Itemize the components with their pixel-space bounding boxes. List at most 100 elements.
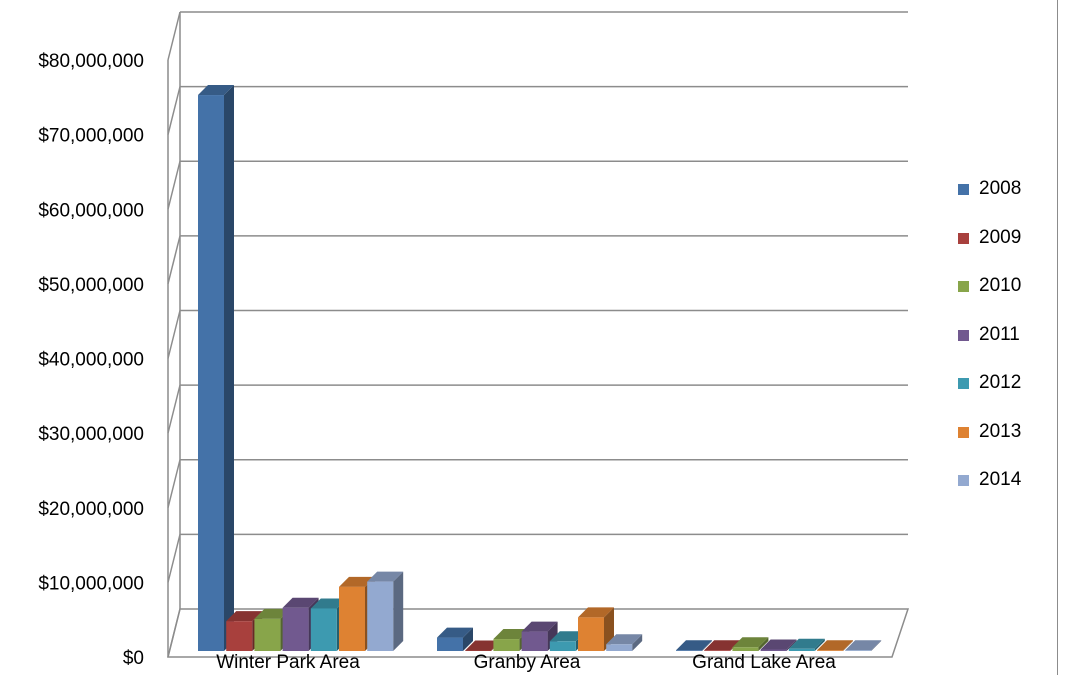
bar-top <box>676 640 712 651</box>
side-wall-tick <box>167 534 181 583</box>
legend-item: 2010 <box>958 275 1021 324</box>
y-tick-label: $50,000,000 <box>38 275 144 296</box>
y-axis-tick-labels: $0 $10,000,000 $20,000,000 $30,000,000 $40,0… <box>38 51 144 669</box>
legend-item: 2013 <box>958 421 1021 470</box>
legend-item: 2009 <box>958 227 1021 276</box>
bar-front <box>465 650 492 651</box>
bar-side <box>702 640 712 651</box>
bar <box>198 85 234 651</box>
bar-top <box>732 637 769 648</box>
legend-swatch <box>958 475 969 486</box>
bar-top <box>465 640 502 651</box>
bar-top <box>578 607 614 618</box>
bar-top <box>788 638 825 649</box>
bar-front <box>198 95 224 651</box>
bar-top <box>198 85 234 96</box>
chart-right-border <box>1057 0 1058 675</box>
x-axis-category-labels: Winter Park Area Granby Area Grand Lake Ar… <box>216 652 836 673</box>
legend-item: 2011 <box>958 324 1021 373</box>
legend-swatch <box>958 378 969 389</box>
legend-label: 2008 <box>979 178 1022 199</box>
legend-label: 2009 <box>979 226 1022 248</box>
y-tick-label: $60,000,000 <box>38 200 144 221</box>
legend-label: 2010 <box>979 275 1022 296</box>
bar-front <box>845 650 872 651</box>
bar-front <box>493 639 520 651</box>
side-wall-tick <box>167 235 181 285</box>
bars-group <box>198 85 882 651</box>
bar-top <box>549 631 586 642</box>
legend: 2008 2009 2010 2011 2012 2013 2014 <box>958 178 1021 518</box>
bar-side <box>814 638 825 651</box>
bar-front <box>521 631 548 651</box>
bar <box>732 637 769 651</box>
bar-side <box>463 627 473 651</box>
bar <box>817 640 853 651</box>
bar-front <box>704 650 731 651</box>
bar-top <box>704 640 741 651</box>
side-wall-tick <box>167 459 181 508</box>
bar-top <box>437 627 473 638</box>
legend-label: 2013 <box>979 420 1022 442</box>
bar-top <box>339 576 375 587</box>
bar-top <box>367 571 404 582</box>
bar <box>578 607 614 651</box>
bar-front <box>254 618 281 651</box>
legend-swatch <box>958 426 969 438</box>
bar <box>437 627 473 651</box>
legend-label: 2011 <box>979 323 1020 345</box>
legend-item: 2012 <box>958 372 1021 421</box>
bar <box>760 639 797 651</box>
y-tick-label: $20,000,000 <box>38 499 144 520</box>
legend-swatch <box>958 232 969 244</box>
bar-front <box>226 621 253 651</box>
legend-swatch <box>958 184 969 195</box>
bar-side <box>393 571 404 651</box>
bar-top <box>845 640 882 651</box>
bar-side <box>758 637 769 651</box>
bar-top <box>521 621 558 632</box>
bar-top <box>310 598 347 609</box>
side-wall-tick <box>167 384 181 434</box>
legend-item: 2008 <box>958 178 1021 227</box>
x-tick-label: Winter Park Area <box>216 652 360 673</box>
bar-front <box>760 649 787 651</box>
bar <box>367 571 404 651</box>
legend-item: 2014 <box>958 469 1021 518</box>
bar-front <box>310 608 337 651</box>
y-tick-label: $10,000,000 <box>38 573 144 594</box>
bar-front <box>676 650 702 651</box>
bar-front <box>817 650 843 651</box>
legend-label: 2014 <box>979 469 1022 490</box>
y-tick-label: $70,000,000 <box>38 126 144 147</box>
bar <box>676 640 712 651</box>
bar-top <box>254 608 291 619</box>
bar-front <box>578 617 604 651</box>
bar-top <box>226 611 263 622</box>
bar-front <box>606 644 633 651</box>
bar-front <box>437 637 463 651</box>
side-wall-tick <box>167 11 181 61</box>
y-tick-label: $30,000,000 <box>38 424 144 445</box>
legend-swatch <box>958 281 969 292</box>
y-tick-label: $40,000,000 <box>38 350 144 371</box>
bar-front <box>549 641 576 651</box>
bar-side <box>786 639 797 651</box>
bar <box>788 638 825 651</box>
bar-side <box>871 640 882 651</box>
legend-swatch <box>958 329 969 341</box>
chart-walls <box>167 11 910 658</box>
bar <box>606 634 643 651</box>
bar-side <box>224 85 234 651</box>
side-wall-tick <box>167 161 181 210</box>
bar-top <box>606 634 643 645</box>
bar <box>845 640 882 651</box>
bar-top <box>493 629 530 640</box>
floor <box>167 608 910 658</box>
y-tick-label: $80,000,000 <box>38 51 144 72</box>
x-tick-label: Granby Area <box>474 652 581 673</box>
bar-side <box>632 634 643 651</box>
legend-label: 2012 <box>979 372 1022 393</box>
bar-front <box>367 581 394 651</box>
